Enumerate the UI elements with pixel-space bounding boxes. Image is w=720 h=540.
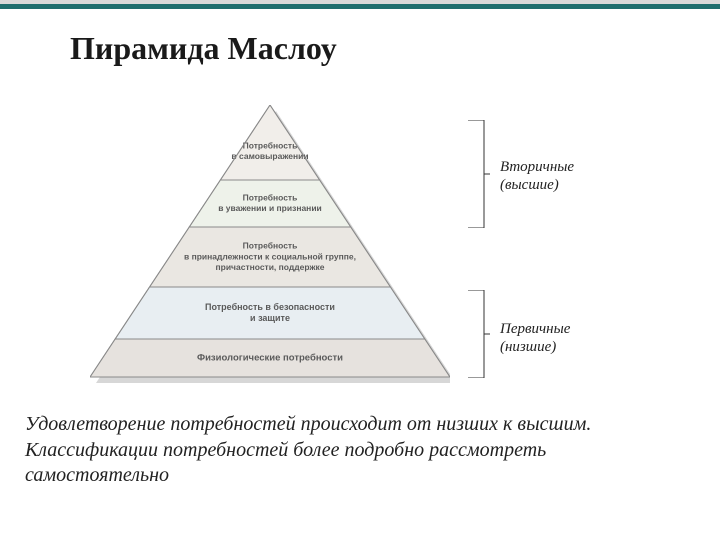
body-text: Удовлетворение потребностей происходит о… [25, 412, 695, 489]
accent-bar-teal [0, 4, 720, 9]
pyramid-level-label: в самовыражении [231, 151, 308, 161]
top-accent-bars [0, 0, 720, 9]
bracket-label-primary: Первичные(низшие) [500, 320, 570, 356]
pyramid-level-label: Физиологические потребности [197, 353, 343, 364]
slide-title: Пирамида Маслоу [70, 30, 337, 67]
pyramid-level-label: Потребность [243, 193, 298, 203]
pyramid-level-label: Потребность в безопасности [205, 302, 335, 312]
pyramid-level-label: и защите [250, 313, 290, 323]
pyramid-level-label: причастности, поддержке [216, 262, 325, 272]
bracket-label-secondary: Вторичные(высшие) [500, 158, 574, 194]
maslow-pyramid: Потребностьв самовыраженииПотребностьв у… [90, 105, 450, 385]
pyramid-level-label: в принадлежности к социальной группе, [184, 251, 356, 261]
pyramid-level-label: в уважении и признании [218, 203, 322, 213]
slide: Пирамида Маслоу Потребностьв самовыражен… [0, 0, 720, 540]
bracket [468, 290, 492, 378]
bracket [468, 120, 492, 228]
pyramid-level-label: Потребность [243, 141, 298, 151]
body-line: Удовлетворение потребностей происходит о… [25, 412, 695, 438]
pyramid-svg: Потребностьв самовыраженииПотребностьв у… [90, 105, 450, 385]
body-line: Классификации потребностей более подробн… [25, 438, 695, 489]
pyramid-level-label: Потребность [243, 241, 298, 251]
